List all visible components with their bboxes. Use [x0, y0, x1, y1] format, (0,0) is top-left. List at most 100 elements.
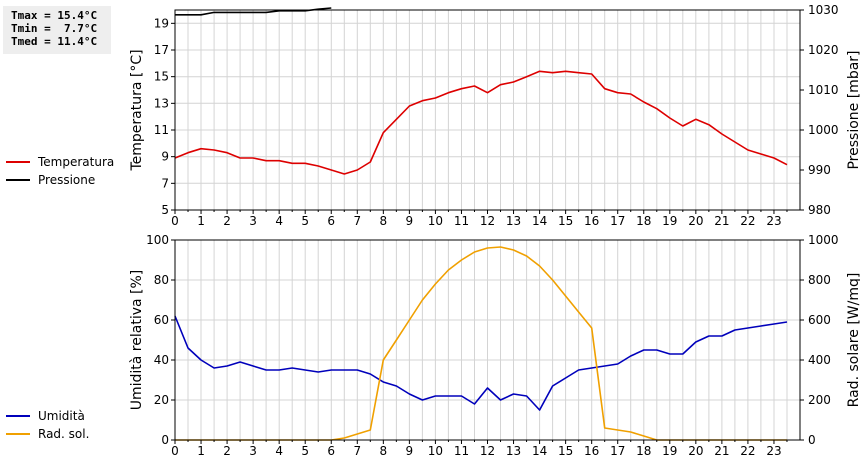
bottom-left-axis-title: Umidità relativa [%]	[129, 270, 145, 411]
legend-label-rad-sol: Rad. sol.	[38, 427, 90, 441]
top-left-tick-label: 17	[154, 43, 169, 57]
top-right-axis-title: Pressione [mbar]	[846, 50, 860, 169]
top-x-tick-label: 22	[740, 214, 755, 228]
top-right-tick-label: 990	[808, 163, 831, 177]
bottom-x-tick-label: 19	[662, 444, 677, 458]
top-x-tick-label: 18	[636, 214, 651, 228]
legend-item-umidita: Umidità	[6, 407, 89, 425]
bottom-x-tick-label: 10	[428, 444, 443, 458]
top-left-tick-label: 11	[154, 123, 169, 137]
bottom-panel: 0 1 2 3 4 5 6 7 8 9 10 11 12 13 14 15 16 17 18 19 20 21 22 2302…	[129, 233, 860, 458]
legend-item-temperatura: Temperatura	[6, 153, 114, 171]
tmax-text: Tmax = 15.4°C	[11, 9, 98, 22]
legend-swatch-umidita	[6, 415, 30, 417]
top-left-tick-label: 5	[161, 203, 169, 217]
bottom-x-tick-label: 16	[584, 444, 599, 458]
top-left-axis-title: Temperatura [°C]	[129, 49, 145, 171]
top-x-tick-label: 6	[327, 214, 335, 228]
bottom-x-tick-label: 23	[766, 444, 781, 458]
bottom-left-tick-label: 80	[154, 273, 169, 287]
top-x-tick-label: 8	[380, 214, 388, 228]
top-x-tick-label: 23	[766, 214, 781, 228]
top-x-tick-label: 20	[688, 214, 703, 228]
top-series-0-line	[174, 70, 788, 175]
bottom-right-axis-title: Rad. solare [W/mq]	[846, 273, 860, 408]
legend-item-pressione: Pressione	[6, 171, 114, 189]
top-x-tick-label: 5	[301, 214, 309, 228]
top-x-tick-label: 4	[275, 214, 283, 228]
bottom-right-tick-label: 1000	[808, 233, 839, 247]
bottom-x-tick-label: 7	[353, 444, 361, 458]
bottom-left-tick-label: 20	[154, 393, 169, 407]
legend-label-umidita: Umidità	[38, 409, 85, 423]
legend-swatch-temperatura	[6, 161, 30, 163]
bottom-x-tick-label: 13	[506, 444, 521, 458]
legend-label-temperatura: Temperatura	[38, 155, 115, 169]
top-x-tick-label: 13	[506, 214, 521, 228]
legend-bottom: Umidità Rad. sol.	[6, 407, 89, 443]
bottom-x-tick-label: 5	[301, 444, 309, 458]
top-x-tick-label: 15	[558, 214, 573, 228]
top-left-tick-label: 19	[154, 16, 169, 30]
top-left-tick-label: 9	[161, 150, 169, 164]
top-x-tick-label: 21	[714, 214, 729, 228]
bottom-right-tick-label: 800	[808, 273, 831, 287]
tmin-text: Tmin = 7.7°C	[11, 22, 98, 35]
top-right-tick-label: 980	[808, 203, 831, 217]
bottom-right-tick-label: 0	[808, 433, 816, 447]
top-right-tick-label: 1030	[808, 3, 839, 17]
bottom-x-tick-label: 6	[327, 444, 335, 458]
tmed-text: Tmed = 11.4°C	[11, 35, 98, 48]
bottom-left-tick-label: 60	[154, 313, 169, 327]
top-x-tick-label: 12	[480, 214, 495, 228]
bottom-x-tick-label: 22	[740, 444, 755, 458]
bottom-left-tick-label: 40	[154, 353, 169, 367]
top-right-tick-label: 1020	[808, 43, 839, 57]
top-x-tick-label: 11	[454, 214, 469, 228]
bottom-x-tick-label: 2	[223, 444, 231, 458]
top-left-tick-label: 7	[161, 176, 169, 190]
stats-box: Tmax = 15.4°C Tmin = 7.7°C Tmed = 11.4°C	[3, 6, 111, 54]
bottom-right-tick-label: 200	[808, 393, 831, 407]
top-x-tick-label: 0	[171, 214, 179, 228]
top-x-tick-label: 10	[428, 214, 443, 228]
bottom-series-1-line	[175, 246, 787, 441]
top-x-tick-label: 7	[353, 214, 361, 228]
top-x-tick-label: 2	[223, 214, 231, 228]
bottom-x-tick-label: 14	[532, 444, 547, 458]
bottom-series-0-line	[174, 315, 788, 411]
top-panel: 0 1 2 3 4 5 6 7 8 9 10 11 12 13 14 15 16 17 18 19 20 21 22 2357…	[129, 3, 860, 228]
legend-label-pressione: Pressione	[38, 173, 96, 187]
bottom-x-tick-label: 9	[406, 444, 414, 458]
top-right-tick-label: 1000	[808, 123, 839, 137]
top-left-tick-label: 13	[154, 96, 169, 110]
bottom-right-tick-label: 400	[808, 353, 831, 367]
legend-top: Temperatura Pressione	[6, 153, 114, 189]
bottom-left-tick-label: 0	[161, 433, 169, 447]
bottom-left-tick-label: 100	[146, 233, 169, 247]
top-right-tick-label: 1010	[808, 83, 839, 97]
legend-item-rad-sol: Rad. sol.	[6, 425, 89, 443]
top-x-tick-label: 16	[584, 214, 599, 228]
top-x-tick-label: 19	[662, 214, 677, 228]
bottom-x-tick-label: 20	[688, 444, 703, 458]
top-x-tick-label: 14	[532, 214, 547, 228]
bottom-x-tick-label: 8	[380, 444, 388, 458]
bottom-x-tick-label: 0	[171, 444, 179, 458]
bottom-x-tick-label: 3	[249, 444, 257, 458]
bottom-x-tick-label: 12	[480, 444, 495, 458]
bottom-x-tick-label: 21	[714, 444, 729, 458]
bottom-x-tick-label: 4	[275, 444, 283, 458]
top-x-tick-label: 17	[610, 214, 625, 228]
bottom-x-tick-label: 15	[558, 444, 573, 458]
top-left-tick-label: 15	[154, 70, 169, 84]
bottom-right-tick-label: 600	[808, 313, 831, 327]
bottom-x-tick-label: 18	[636, 444, 651, 458]
top-x-tick-label: 9	[406, 214, 414, 228]
bottom-x-tick-label: 1	[197, 444, 205, 458]
bottom-x-tick-label: 17	[610, 444, 625, 458]
legend-swatch-rad-sol	[6, 433, 30, 435]
top-x-tick-label: 1	[197, 214, 205, 228]
legend-swatch-pressione	[6, 179, 30, 181]
